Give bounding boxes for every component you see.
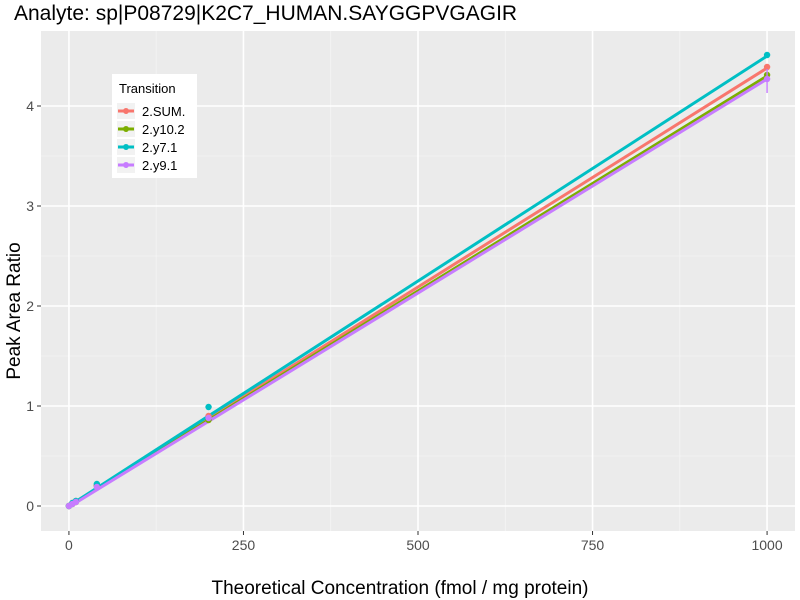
x-tick-label: 750: [581, 537, 605, 553]
legend-key-point: [123, 126, 129, 132]
data-point: [93, 483, 101, 491]
y-tick-label: 4: [26, 98, 34, 114]
data-point: [72, 498, 80, 506]
data-point: [205, 414, 212, 422]
legend-title: Transition: [119, 81, 176, 96]
legend-entry-label: 2.y7.1: [142, 140, 177, 155]
y-axis-label: Peak Area Ratio: [4, 242, 25, 380]
y-tick-label: 0: [26, 498, 34, 514]
chart-title: Analyte: sp|P08729|K2C7_HUMAN.SAYGGPVGAG…: [14, 2, 518, 25]
series-line: [68, 54, 768, 508]
x-tick-label: 250: [232, 537, 256, 553]
x-tick-label: 0: [65, 537, 73, 553]
data-point: [763, 63, 771, 71]
series-line: [68, 77, 768, 509]
data-point: [763, 51, 771, 59]
legend-entry-label: 2.y10.2: [142, 122, 185, 137]
legend-entry-label: 2.SUM.: [142, 104, 185, 119]
y-tick-label: 3: [26, 198, 34, 214]
x-axis-label: Theoretical Concentration (fmol / mg pro…: [211, 578, 589, 599]
y-tick-label: 1: [26, 398, 34, 414]
y-tick-label: 2: [26, 298, 34, 314]
x-tick-label: 500: [406, 537, 430, 553]
legend-key-point: [123, 144, 129, 150]
x-tick-label: 1000: [751, 537, 782, 553]
data-point: [205, 403, 212, 411]
legend-key-point: [123, 108, 129, 114]
legend-entry-label: 2.y9.1: [142, 158, 177, 173]
legend-key-point: [123, 162, 129, 168]
